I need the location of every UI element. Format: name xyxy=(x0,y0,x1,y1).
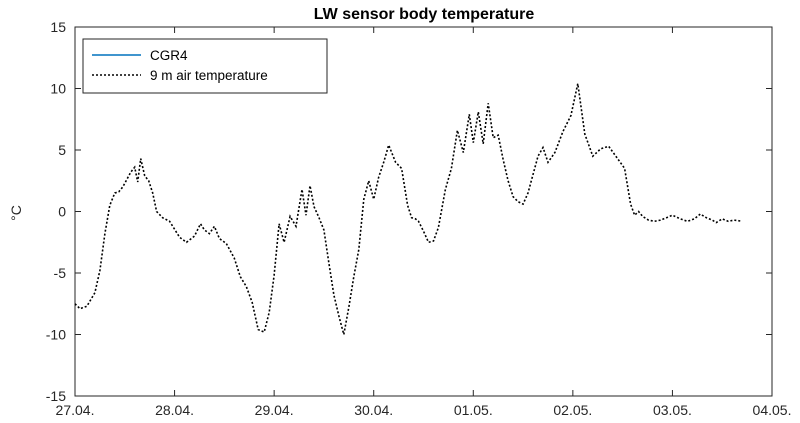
x-tick-label: 01.05. xyxy=(454,402,493,418)
chart-title: LW sensor body temperature xyxy=(314,6,535,23)
series-line-9-m-air-temperature xyxy=(74,83,743,335)
x-tick-label: 04.05. xyxy=(753,402,792,418)
x-tick-label: 30.04. xyxy=(354,402,393,418)
y-tick-label: -5 xyxy=(54,265,67,281)
plot-area: 27.04. 28.04. 29.04. 30.04. 01.05. 02.05. 03.0… xyxy=(46,19,792,418)
y-tick-label: 5 xyxy=(58,142,66,158)
y-tick-label: -15 xyxy=(46,388,66,404)
x-tick-label: 29.04. xyxy=(255,402,294,418)
y-tick-label: 10 xyxy=(50,81,66,97)
y-tick-label: -10 xyxy=(46,327,66,343)
x-tick-label: 28.04. xyxy=(155,402,194,418)
legend-label: CGR4 xyxy=(150,48,188,63)
legend-label: 9 m air temperature xyxy=(150,68,268,83)
legend: CGR4 9 m air temperature xyxy=(82,38,328,94)
y-tick-label: 0 xyxy=(58,204,66,220)
legend-box xyxy=(82,38,328,94)
y-tick-label: 15 xyxy=(50,19,66,35)
x-tick-label: 02.05. xyxy=(553,402,592,418)
x-tick-label: 03.05. xyxy=(653,402,692,418)
x-tick-label: 27.04. xyxy=(56,402,95,418)
y-axis-label: °C xyxy=(8,205,24,221)
